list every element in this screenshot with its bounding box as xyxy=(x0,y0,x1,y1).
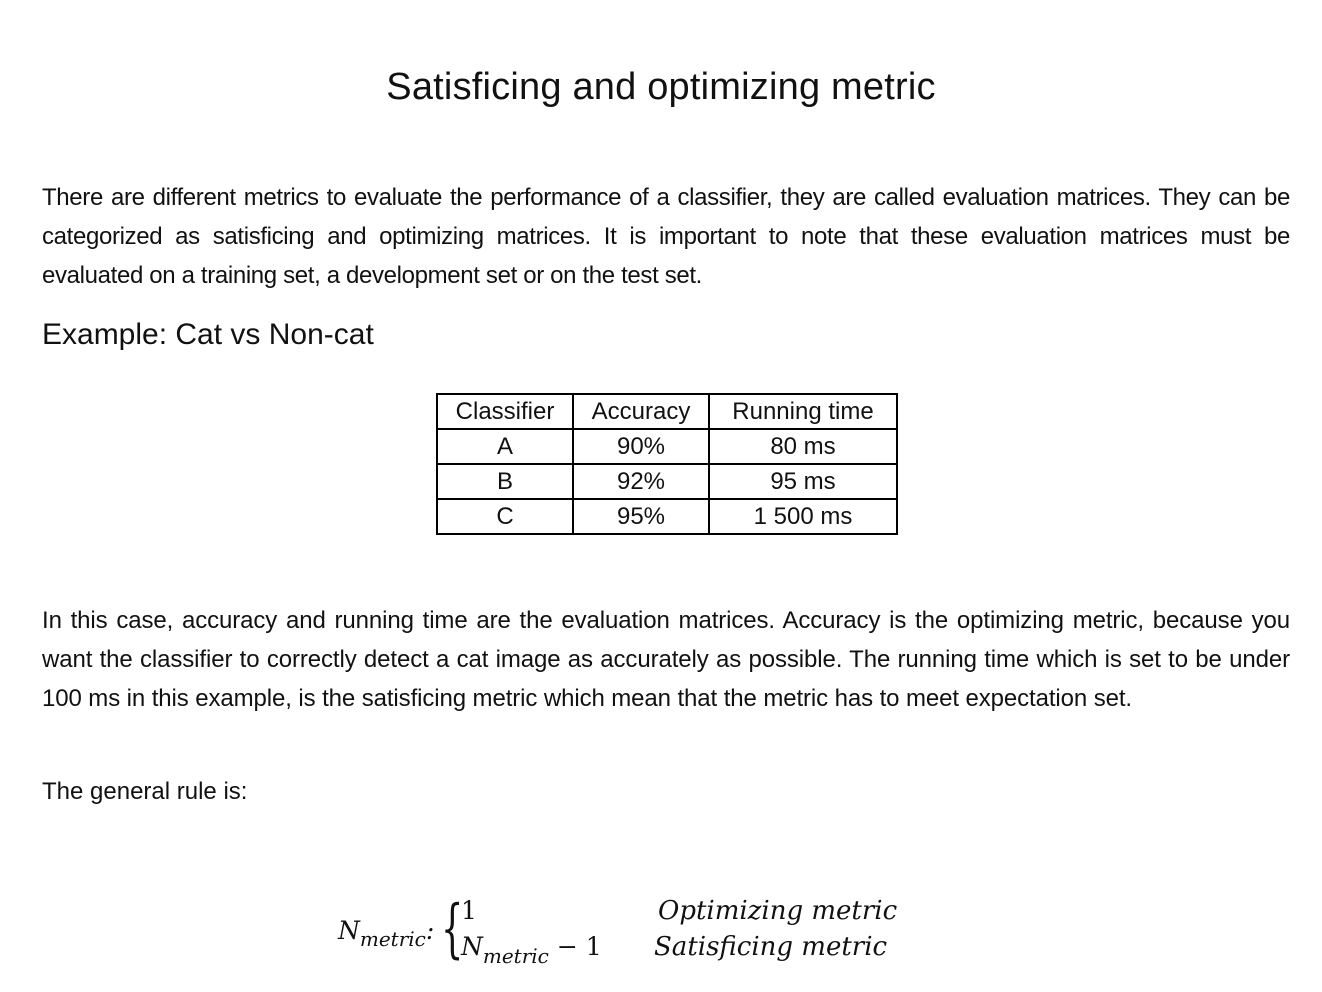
formula-lhs-subscript: metric xyxy=(359,927,426,951)
table-row: A 90% 80 ms xyxy=(436,428,898,465)
formula-case2-value: Nmetric − 1 xyxy=(461,932,602,968)
classifier-table: Classifier Accuracy Running time A 90% 8… xyxy=(436,393,898,535)
formula-lhs-colon: : xyxy=(425,916,435,945)
cell-classifier: C xyxy=(436,498,574,535)
formula-brace: { xyxy=(441,892,464,966)
formula-case2-operator: − 1 xyxy=(548,932,602,961)
cell-accuracy: 90% xyxy=(572,428,710,465)
cell-classifier: B xyxy=(436,463,574,500)
intro-paragraph: There are different metrics to evaluate … xyxy=(42,184,1290,289)
table-row: B 92% 95 ms xyxy=(436,463,898,500)
cell-classifier: A xyxy=(436,428,574,465)
cell-accuracy: 92% xyxy=(572,463,710,500)
column-header-running-time: Running time xyxy=(708,393,898,430)
table-row: C 95% 1 500 ms xyxy=(436,498,898,535)
formula-lhs: Nmetric: xyxy=(338,916,435,951)
formula-case1-value: 1 xyxy=(461,896,477,925)
cell-running-time: 1 500 ms xyxy=(708,498,898,535)
formula-case2-symbol: N xyxy=(461,932,483,961)
cell-running-time: 80 ms xyxy=(708,428,898,465)
formula-lhs-symbol: N xyxy=(338,916,360,945)
formula-case1-label: Optimizing metric xyxy=(658,896,898,926)
example-heading: Example: Cat vs Non-cat xyxy=(42,318,374,351)
table-header-row: Classifier Accuracy Running time xyxy=(436,393,898,430)
explanation-paragraph: In this case, accuracy and running time … xyxy=(42,607,1290,712)
rule-intro: The general rule is: xyxy=(42,778,248,805)
column-header-accuracy: Accuracy xyxy=(572,393,710,430)
column-header-classifier: Classifier xyxy=(436,393,574,430)
page-title: Satisficing and optimizing metric xyxy=(386,66,936,108)
formula-case2-subscript: metric xyxy=(482,944,549,968)
cell-running-time: 95 ms xyxy=(708,463,898,500)
cell-accuracy: 95% xyxy=(572,498,710,535)
formula-case2-label: Satisficing metric xyxy=(654,932,888,962)
